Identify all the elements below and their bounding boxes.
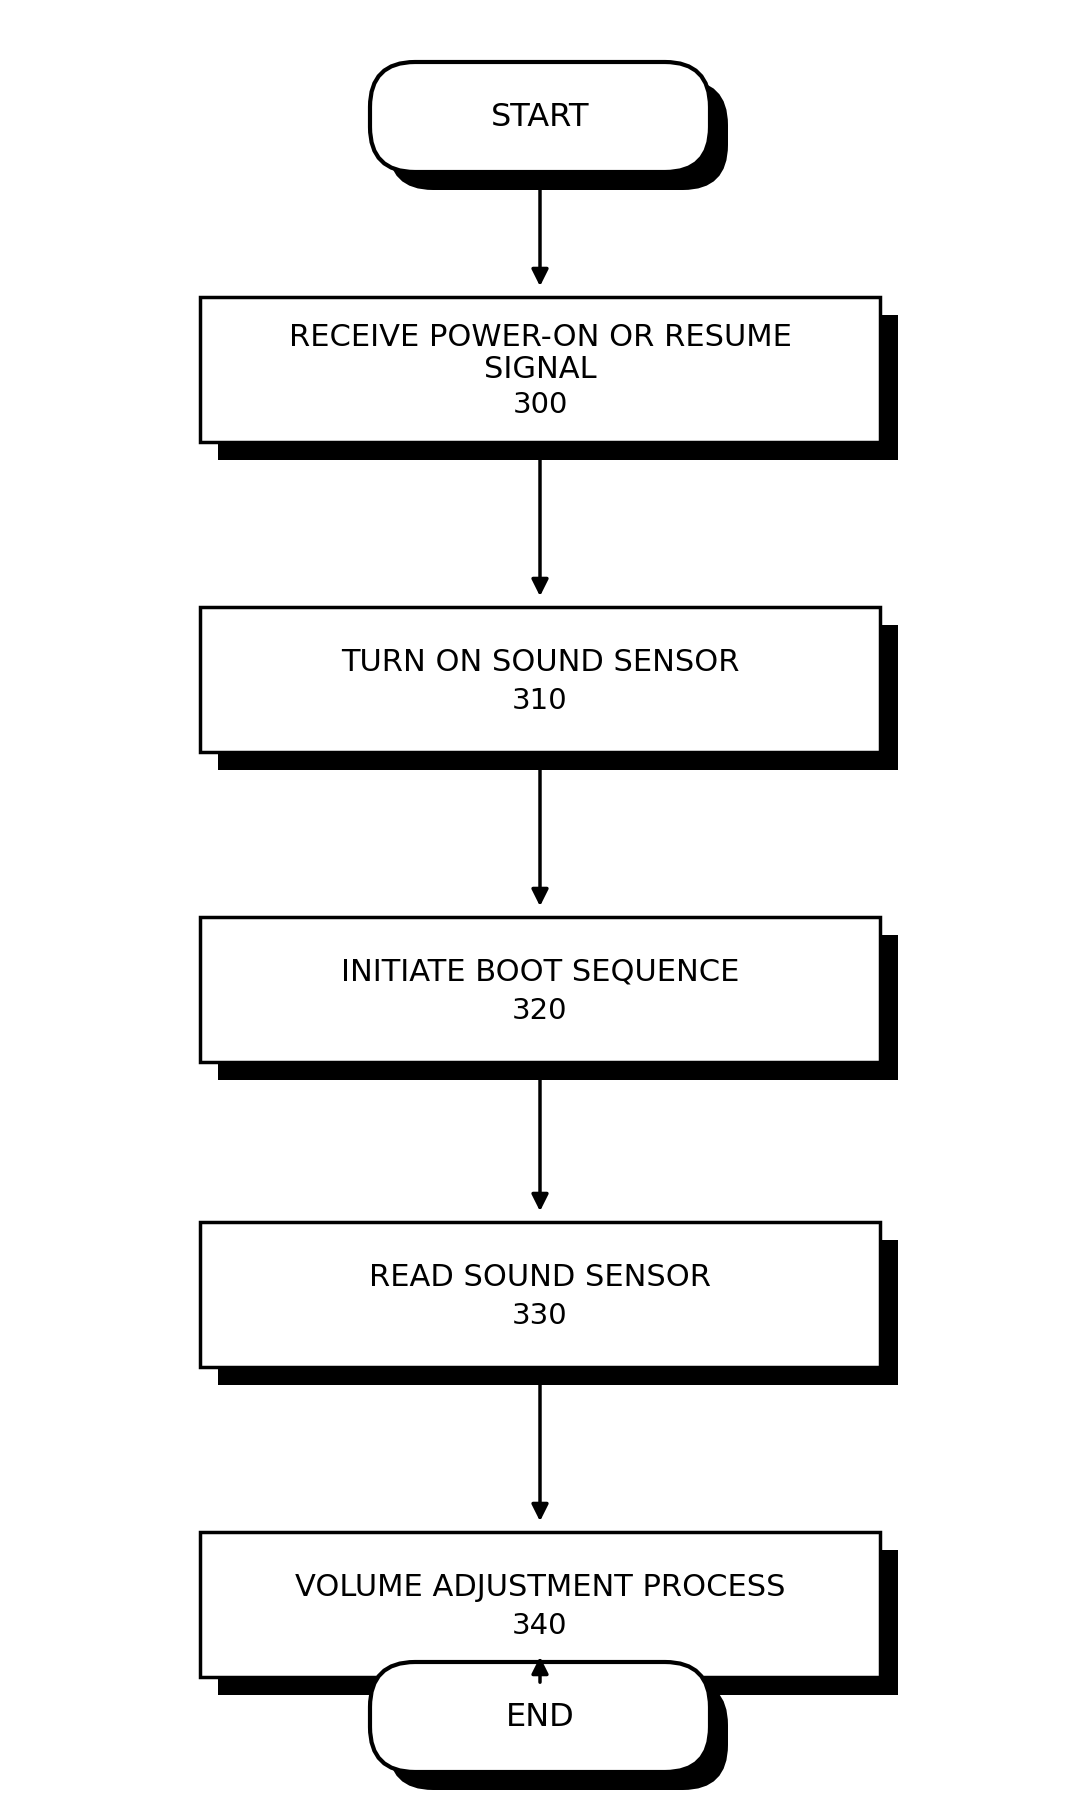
Polygon shape bbox=[218, 936, 898, 1079]
FancyBboxPatch shape bbox=[388, 1681, 728, 1790]
FancyBboxPatch shape bbox=[370, 62, 710, 173]
Text: 340: 340 bbox=[512, 1612, 568, 1641]
Polygon shape bbox=[218, 625, 898, 770]
Text: 330: 330 bbox=[512, 1303, 568, 1330]
Text: RECEIVE POWER-ON OR RESUME: RECEIVE POWER-ON OR RESUME bbox=[289, 323, 791, 352]
Polygon shape bbox=[200, 1223, 880, 1366]
Text: SIGNAL: SIGNAL bbox=[483, 354, 597, 383]
Text: 320: 320 bbox=[512, 998, 568, 1025]
FancyBboxPatch shape bbox=[388, 80, 728, 191]
Polygon shape bbox=[200, 1532, 880, 1677]
Polygon shape bbox=[200, 918, 880, 1061]
Polygon shape bbox=[218, 1239, 898, 1385]
Text: VOLUME ADJUSTMENT PROCESS: VOLUME ADJUSTMENT PROCESS bbox=[295, 1572, 785, 1601]
FancyBboxPatch shape bbox=[370, 1663, 710, 1772]
Text: TURN ON SOUND SENSOR: TURN ON SOUND SENSOR bbox=[341, 647, 739, 676]
Text: READ SOUND SENSOR: READ SOUND SENSOR bbox=[369, 1263, 711, 1292]
Polygon shape bbox=[218, 314, 898, 460]
Text: START: START bbox=[491, 102, 589, 133]
Text: END: END bbox=[506, 1701, 574, 1732]
Text: 310: 310 bbox=[512, 687, 568, 716]
Polygon shape bbox=[200, 296, 880, 442]
Polygon shape bbox=[200, 607, 880, 752]
Text: INITIATE BOOT SEQUENCE: INITIATE BOOT SEQUENCE bbox=[341, 958, 739, 987]
Polygon shape bbox=[218, 1550, 898, 1695]
Text: 300: 300 bbox=[512, 391, 568, 418]
